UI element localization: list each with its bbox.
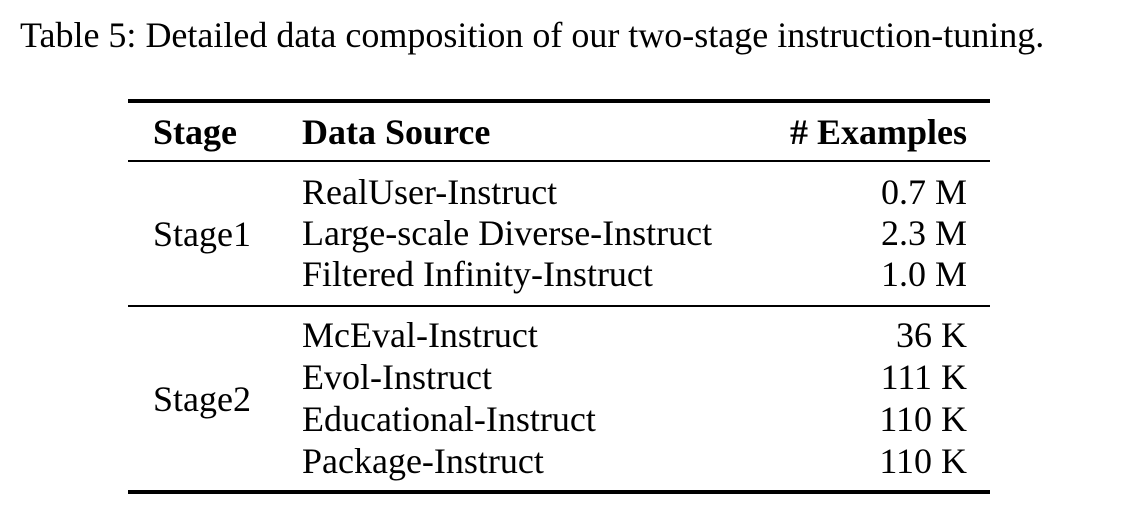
table-row-examples: 110 K (879, 441, 967, 481)
table-row-examples: 0.7 M (880, 172, 967, 212)
header-data-source: Data Source (302, 112, 491, 152)
table-row-source: Filtered Infinity-Instruct (302, 254, 653, 294)
table-row-source: Large-scale Diverse-Instruct (302, 213, 713, 253)
header-stage: Stage (153, 112, 237, 152)
stage1-label: Stage1 (153, 214, 251, 254)
header-rule (128, 160, 990, 162)
bottom-rule (128, 490, 990, 494)
table-row-source: Educational-Instruct (302, 399, 596, 439)
table-row-examples: 110 K (879, 399, 967, 439)
table-row-source: Evol-Instruct (302, 357, 492, 397)
table-row-examples: 2.3 M (880, 213, 967, 253)
table-caption: Table 5: Detailed data composition of ou… (20, 15, 1045, 55)
table-row-examples: 1.0 M (880, 254, 967, 294)
table-row-source: McEval-Instruct (302, 315, 538, 355)
table-row-source: RealUser-Instruct (302, 172, 558, 212)
header-examples: # Examples (789, 112, 967, 152)
group-separator-rule (128, 305, 990, 307)
table-row-examples: 36 K (896, 315, 967, 355)
table-row-source: Package-Instruct (302, 441, 544, 481)
table-row-examples: 111 K (880, 357, 967, 397)
stage2-label: Stage2 (153, 379, 251, 419)
top-rule (128, 99, 990, 103)
